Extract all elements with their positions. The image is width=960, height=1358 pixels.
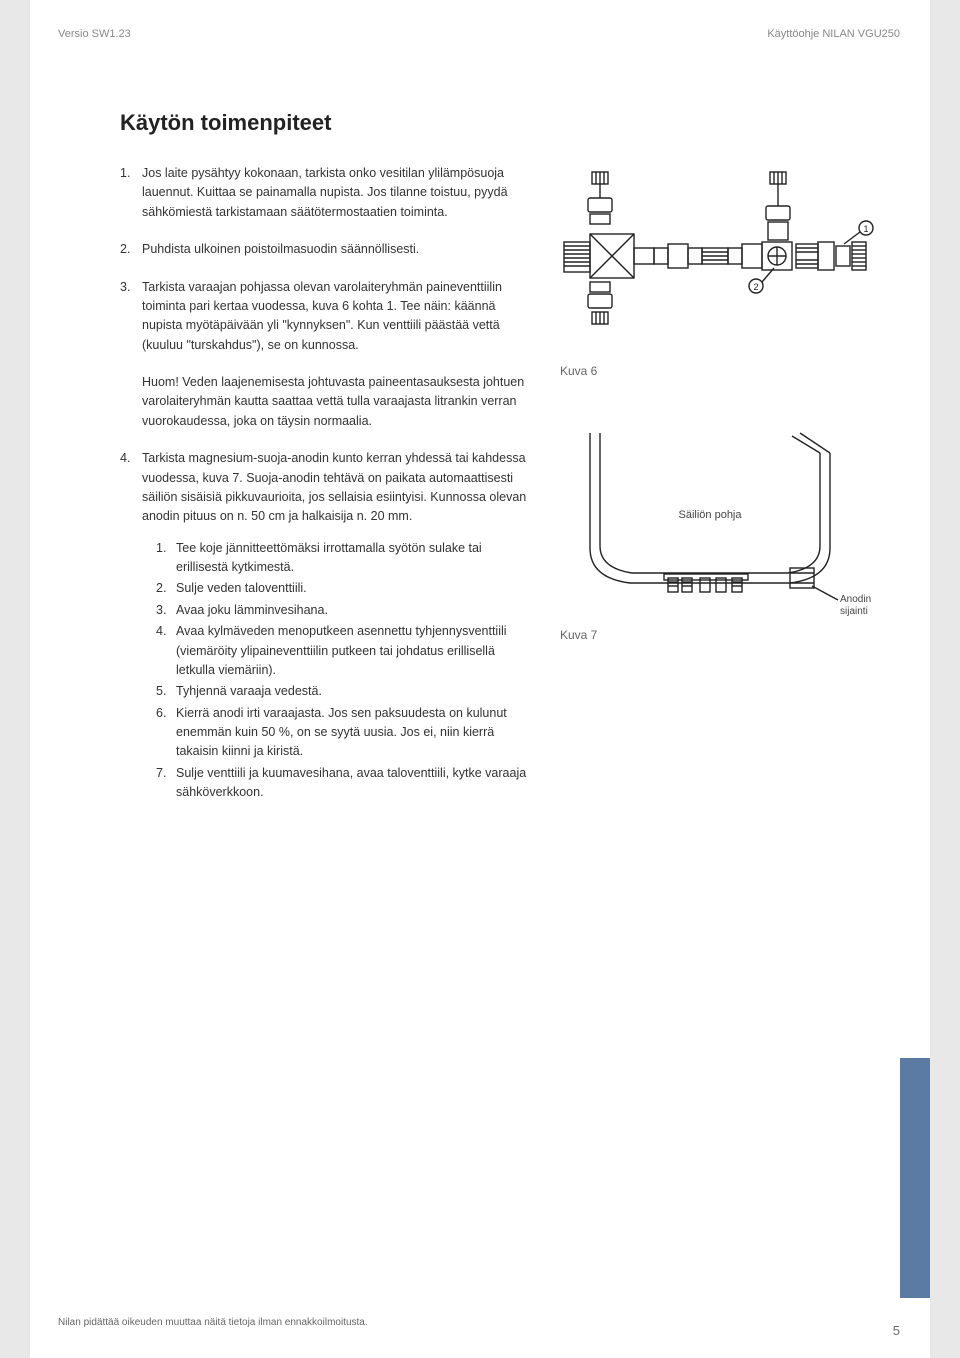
substep-5: Tyhjennä varaaja vedestä.: [156, 682, 530, 701]
text-column: Jos laite pysähtyy kokonaan, tarkista on…: [120, 164, 530, 821]
figure-6: 1 2 Kuva 6: [560, 164, 880, 378]
step-3: Tarkista varaajan pohjassa olevan varola…: [120, 278, 530, 356]
anode-label-2: sijainti: [840, 606, 868, 617]
footer-disclaimer: Nilan pidättää oikeuden muuttaa näitä ti…: [58, 1317, 368, 1328]
main-steps-list: Jos laite pysähtyy kokonaan, tarkista on…: [120, 164, 530, 355]
callout-2: 2: [753, 282, 758, 292]
step-2: Puhdista ulkoinen poistoilmasuodin säänn…: [120, 240, 530, 259]
figure-6-caption: Kuva 6: [560, 364, 880, 378]
header-version: Versio SW1.23: [58, 28, 131, 40]
main-steps-list-cont: Tarkista magnesium-suoja-anodin kunto ke…: [120, 449, 530, 802]
figure-7-caption: Kuva 7: [560, 628, 880, 642]
content: Käytön toimenpiteet Jos laite pysähtyy k…: [120, 110, 880, 821]
tank-label: Säiliön pohja: [679, 509, 743, 521]
substep-4: Avaa kylmäveden menoputkeen asennettu ty…: [156, 622, 530, 680]
step-4: Tarkista magnesium-suoja-anodin kunto ke…: [120, 449, 530, 802]
substep-6: Kierrä anodi irti varaajasta. Jos sen pa…: [156, 704, 530, 762]
substep-7: Sulje venttiili ja kuumavesihana, avaa t…: [156, 764, 530, 803]
callout-1: 1: [863, 224, 868, 234]
substep-2: Sulje veden taloventtiili.: [156, 579, 530, 598]
page-number: 5: [893, 1323, 900, 1338]
step-1: Jos laite pysähtyy kokonaan, tarkista on…: [120, 164, 530, 222]
two-column-layout: Jos laite pysähtyy kokonaan, tarkista on…: [120, 164, 880, 821]
figure-7: Säiliön pohja Anodin sijainti Kuva 7: [560, 418, 880, 642]
page-title: Käytön toimenpiteet: [120, 110, 880, 136]
header-doc-title: Käyttöohje NILAN VGU250: [767, 28, 900, 40]
note-paragraph: Huom! Veden laajenemisesta johtuvasta pa…: [120, 373, 530, 431]
tank-diagram-icon: Säiliön pohja Anodin sijainti: [560, 418, 880, 618]
anode-label-1: Anodin: [840, 594, 871, 605]
figure-column: 1 2 Kuva 6: [560, 164, 880, 821]
step-4-text: Tarkista magnesium-suoja-anodin kunto ke…: [142, 451, 526, 523]
substep-1: Tee koje jännitteettömäksi irrottamalla …: [156, 539, 530, 578]
page: Versio SW1.23 Käyttöohje NILAN VGU250 Kä…: [30, 0, 930, 1358]
substeps-list: Tee koje jännitteettömäksi irrottamalla …: [142, 539, 530, 803]
section-tab: [900, 1058, 930, 1298]
valve-diagram-icon: 1 2: [560, 164, 880, 354]
substep-3: Avaa joku lämminvesihana.: [156, 601, 530, 620]
